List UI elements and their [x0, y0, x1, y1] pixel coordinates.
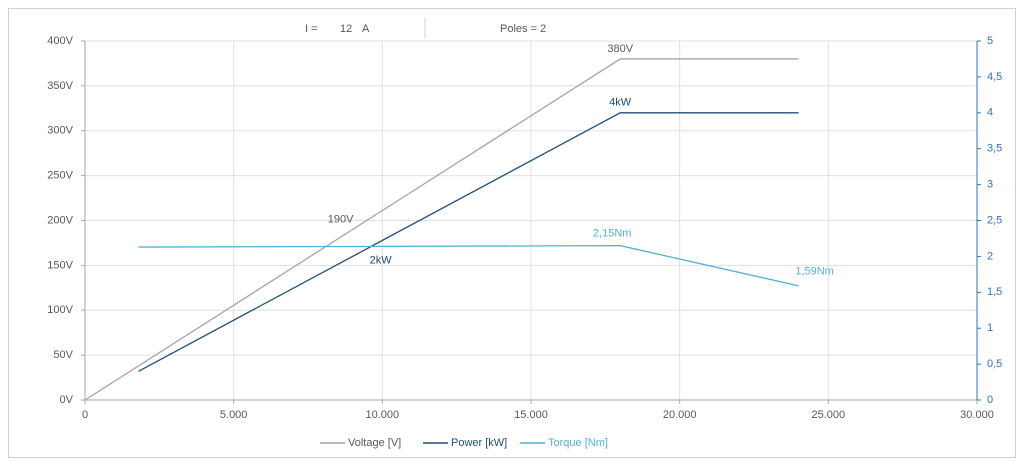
- annotation: 2kW: [370, 254, 393, 266]
- y2-tick-label: 2,5: [987, 214, 1002, 226]
- y2-tick-label: 5: [987, 35, 993, 47]
- x-tick-label: 5.000: [220, 409, 248, 421]
- x-tick-label: 10.000: [366, 409, 400, 421]
- x-tick-label: 20.000: [663, 409, 697, 421]
- info-label: Poles =: [500, 23, 537, 35]
- series-line: [138, 112, 799, 372]
- y2-tick-label: 4,5: [987, 71, 1002, 83]
- y-tick-label: 0V: [60, 394, 74, 406]
- x-tick-label: 25.000: [812, 409, 846, 421]
- y2-tick-label: 3: [987, 179, 993, 191]
- y2-tick-label: 0: [987, 394, 993, 406]
- y2-tick-label: 0,5: [987, 358, 1002, 370]
- annotation: 380V: [607, 43, 633, 55]
- x-tick-label: 0: [82, 409, 88, 421]
- y-tick-label: 250V: [47, 170, 73, 182]
- legend-label: Torque [Nm]: [548, 437, 608, 449]
- y-tick-label: 200V: [47, 214, 73, 226]
- annotation: 4kW: [609, 97, 632, 109]
- info-value: 2: [540, 23, 546, 35]
- chart-frame: [8, 8, 1016, 458]
- series-line: [138, 244, 799, 287]
- annotation: 190V: [328, 213, 354, 225]
- info-unit: A: [362, 23, 370, 35]
- x-tick-label: 15.000: [514, 409, 548, 421]
- legend-label: Power [kW]: [451, 437, 507, 449]
- y2-tick-label: 1: [987, 322, 993, 334]
- y2-tick-label: 2: [987, 250, 993, 262]
- y-tick-label: 150V: [47, 259, 73, 271]
- annotation: 1,59Nm: [795, 266, 834, 278]
- legend-label: Voltage [V]: [348, 437, 401, 449]
- annotation: 2,15Nm: [593, 228, 632, 240]
- info-label: I =: [305, 23, 318, 35]
- y-tick-label: 300V: [47, 125, 73, 137]
- y2-tick-label: 1,5: [987, 286, 1002, 298]
- series-line: [84, 58, 799, 401]
- y2-tick-label: 4: [987, 107, 993, 119]
- y-tick-label: 50V: [53, 349, 73, 361]
- y-tick-label: 350V: [47, 80, 73, 92]
- y2-tick-label: 3,5: [987, 143, 1002, 155]
- x-tick-label: 30.000: [960, 409, 994, 421]
- info-value: 12: [340, 23, 352, 35]
- y-tick-label: 400V: [47, 35, 73, 47]
- y-tick-label: 100V: [47, 304, 73, 316]
